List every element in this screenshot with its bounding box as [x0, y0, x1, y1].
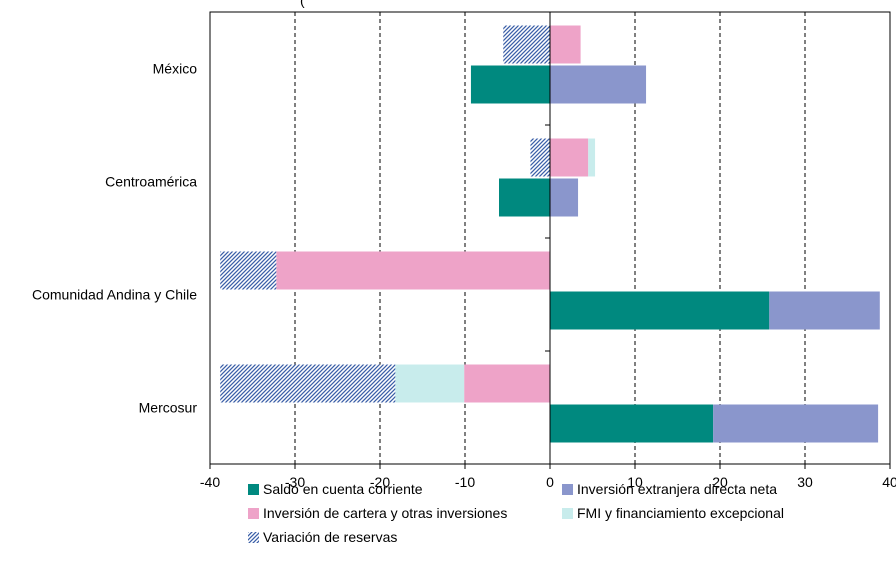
category-label: Mercosur: [139, 400, 198, 416]
category-label: México: [153, 61, 198, 77]
x-tick-label: 0: [546, 474, 554, 490]
bar: [220, 251, 277, 290]
x-tick-label: 30: [797, 474, 813, 490]
x-tick-label: 40: [882, 474, 896, 490]
legend-label: Inversión de cartera y otras inversiones: [263, 505, 507, 521]
bar: [713, 404, 879, 443]
bar: [503, 25, 550, 64]
legend-label: Saldo en cuenta corriente: [263, 481, 423, 497]
partial-header-text: (: [300, 0, 305, 8]
legend-label: Variación de reservas: [263, 529, 397, 545]
bar: [550, 178, 579, 217]
bar: [395, 364, 465, 403]
axes: [209, 12, 891, 469]
x-tick-label: -20: [370, 474, 390, 490]
bar: [550, 404, 714, 443]
x-tick-label: -40: [200, 474, 220, 490]
legend-swatch: [248, 532, 259, 543]
category-label: Comunidad Andina y Chile: [32, 287, 197, 303]
legend-label: Inversión extranjera directa neta: [577, 481, 777, 497]
bar: [550, 138, 589, 177]
bar: [464, 364, 550, 403]
bar: [588, 138, 596, 177]
category-label: Centroamérica: [105, 174, 197, 190]
x-tick-label: 20: [712, 474, 728, 490]
bar: [550, 65, 647, 104]
x-tick-label: 10: [627, 474, 643, 490]
category-labels: México Centroamérica Comunidad Andina y Ch…: [32, 61, 197, 416]
bar: [499, 178, 550, 217]
x-tick-label: -10: [455, 474, 475, 490]
bar: [220, 364, 396, 403]
gridlines: [294, 12, 806, 464]
bar: [550, 25, 581, 64]
bar: [470, 65, 550, 104]
bar: [530, 138, 550, 177]
bar: [276, 251, 550, 290]
legend-swatch: [248, 508, 259, 519]
x-tick-labels: -40 -30 -20 -10 0 10 20 30 40: [200, 474, 896, 490]
legend: Saldo en cuenta corriente Inversión extra…: [248, 481, 784, 545]
bar: [550, 291, 770, 330]
legend-swatch: [562, 508, 573, 519]
x-tick-label: -30: [285, 474, 305, 490]
bar: [769, 291, 880, 330]
legend-swatch: [562, 484, 573, 495]
legend-swatch: [248, 484, 259, 495]
legend-label: FMI y financiamiento excepcional: [577, 505, 784, 521]
bars: [220, 25, 880, 443]
